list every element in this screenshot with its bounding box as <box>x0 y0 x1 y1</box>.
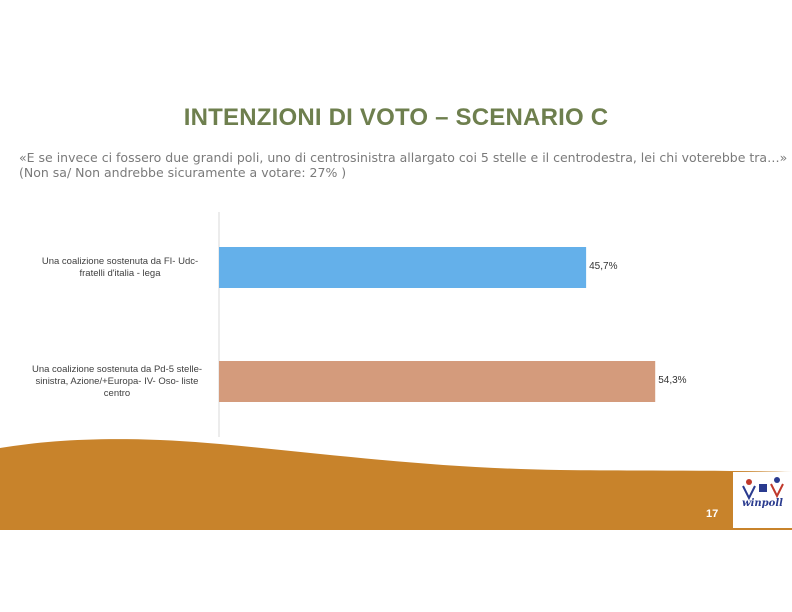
slide-title: INTENZIONI DI VOTO – SCENARIO C <box>183 104 609 131</box>
bar-chart: Una coalizione sostenuta da FI- Udc- fra… <box>0 200 792 445</box>
page-number: 17 <box>706 508 719 520</box>
footer-wave <box>0 439 792 530</box>
survey-question: «E se invece ci fossero due grandi poli,… <box>19 150 788 180</box>
logo-text: winpoll <box>742 498 783 509</box>
footer-wave-shape <box>0 439 792 530</box>
value-label-centrodestra: 45,7% <box>589 260 618 272</box>
category-label-centrodestra: Una coalizione sostenuta da FI- Udc- fra… <box>41 256 199 279</box>
bar-centrodestra <box>219 247 587 288</box>
bar-centrosinistra <box>219 361 656 402</box>
logo-mark <box>742 477 784 501</box>
value-label-centrosinistra: 54,3% <box>658 374 687 386</box>
bar-chart-svg <box>218 212 656 437</box>
logo-box <box>733 472 792 528</box>
category-label-centrosinistra: Una coalizione sostenuta da Pd-5 stelle-… <box>31 364 203 399</box>
